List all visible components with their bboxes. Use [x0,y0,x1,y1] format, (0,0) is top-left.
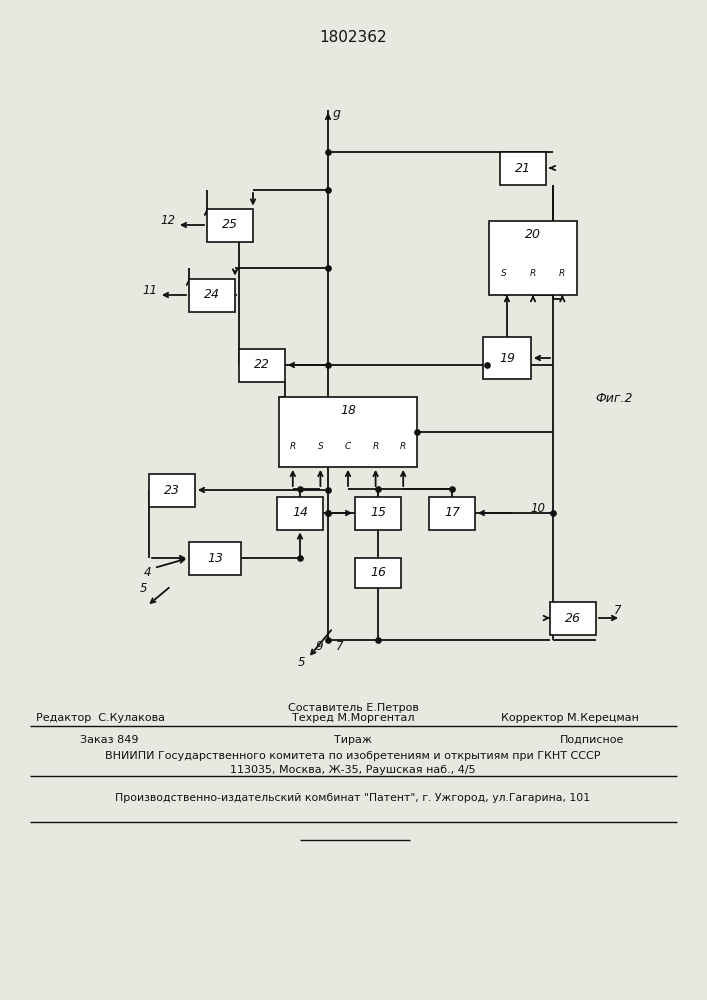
FancyBboxPatch shape [355,496,401,530]
FancyBboxPatch shape [483,337,531,379]
Text: Подписное: Подписное [560,735,624,745]
Text: C: C [345,442,351,451]
Text: Тираж: Тираж [334,735,372,745]
FancyBboxPatch shape [489,221,577,295]
FancyBboxPatch shape [277,496,323,530]
Text: 7: 7 [614,603,621,616]
Text: R: R [559,269,566,278]
Text: 5: 5 [139,582,147,594]
Text: 26: 26 [565,611,581,624]
Text: 113035, Москва, Ж-35, Раушская наб., 4/5: 113035, Москва, Ж-35, Раушская наб., 4/5 [230,765,476,775]
Text: ВНИИПИ Государственного комитета по изобретениям и открытиям при ГКНТ СССР: ВНИИПИ Государственного комитета по изоб… [105,751,601,761]
Text: 5: 5 [298,656,305,668]
FancyBboxPatch shape [189,542,241,574]
Text: Корректор М.Керецман: Корректор М.Керецман [501,713,639,723]
Text: 20: 20 [525,228,541,241]
Text: 11: 11 [142,284,157,298]
Text: 4: 4 [144,566,151,578]
Text: R: R [400,442,407,451]
Text: 7: 7 [336,640,344,652]
Text: R: R [530,269,536,278]
Text: 14: 14 [292,506,308,520]
Text: 13: 13 [207,552,223,564]
FancyBboxPatch shape [500,151,546,184]
FancyBboxPatch shape [355,558,401,588]
Text: 10: 10 [530,502,545,514]
Text: g: g [333,107,341,120]
Text: 1802362: 1802362 [319,29,387,44]
Text: 16: 16 [370,566,386,580]
FancyBboxPatch shape [207,209,253,241]
FancyBboxPatch shape [189,278,235,312]
Text: 9: 9 [315,640,323,652]
Text: Составитель Е.Петров: Составитель Е.Петров [288,703,419,713]
Text: R: R [373,442,379,451]
FancyBboxPatch shape [149,474,195,506]
Text: 12: 12 [160,215,175,228]
Text: 19: 19 [499,352,515,364]
Text: S: S [501,269,506,278]
Text: 24: 24 [204,288,220,302]
Text: 15: 15 [370,506,386,520]
Text: 18: 18 [340,404,356,417]
Text: S: S [317,442,323,451]
Text: Заказ 849: Заказ 849 [80,735,139,745]
FancyBboxPatch shape [279,397,417,467]
FancyBboxPatch shape [239,349,285,381]
Text: Производственно-издательский комбинат "Патент", г. Ужгород, ул.Гагарина, 101: Производственно-издательский комбинат "П… [115,793,590,803]
Text: 22: 22 [254,359,270,371]
Text: Фиг.2: Фиг.2 [595,391,633,404]
Text: 21: 21 [515,161,531,174]
Text: Редактор  С.Кулакова: Редактор С.Кулакова [35,713,165,723]
Text: 23: 23 [164,484,180,496]
Text: 17: 17 [444,506,460,520]
FancyBboxPatch shape [429,496,475,530]
FancyBboxPatch shape [550,601,596,635]
Text: Техред М.Моргентал: Техред М.Моргентал [292,713,414,723]
Text: R: R [290,442,296,451]
Text: 25: 25 [222,219,238,232]
